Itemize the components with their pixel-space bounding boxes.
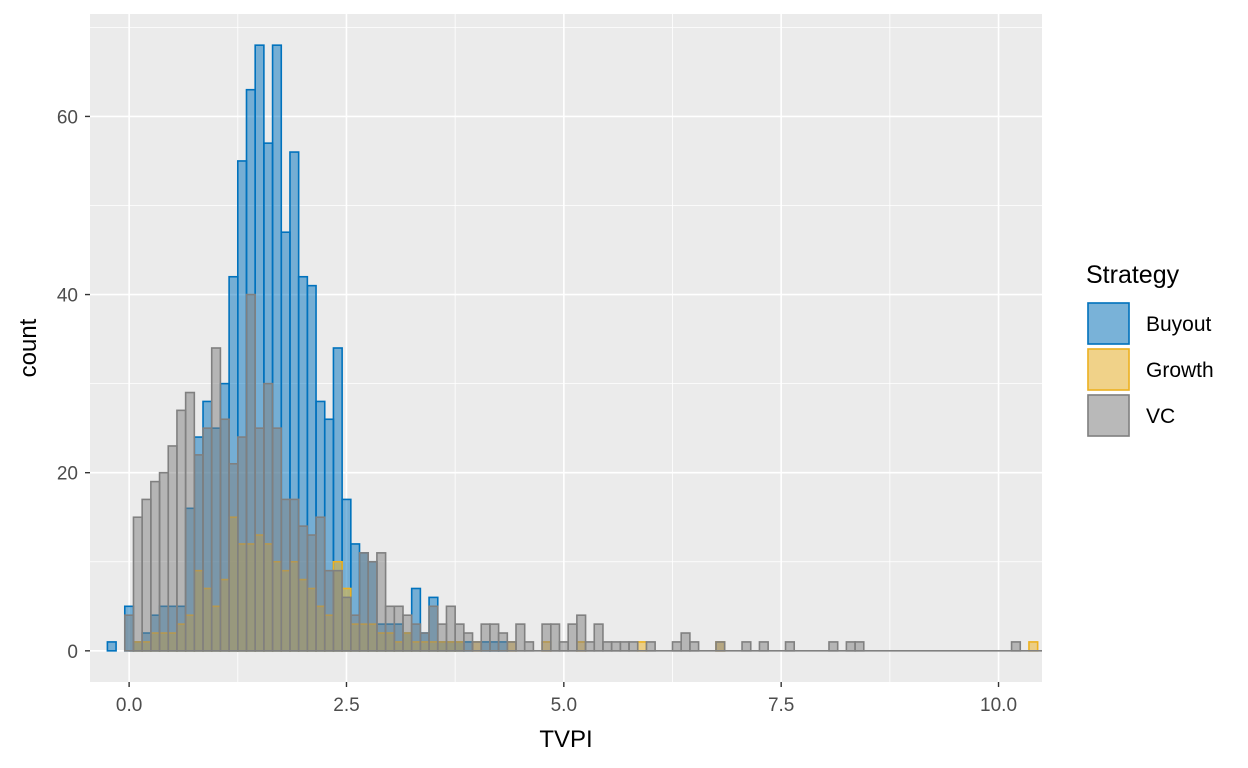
bar-vc: [463, 632, 474, 652]
y-tick-label: 60: [57, 107, 78, 128]
bar-vc: [515, 623, 526, 652]
bar-vc: [489, 623, 500, 652]
bar-vc: [645, 641, 656, 652]
y-tick-label: 40: [57, 286, 78, 307]
bar-vc: [123, 614, 135, 652]
bar-vc: [184, 391, 196, 652]
bar-vc: [350, 614, 361, 652]
bar-vc: [315, 516, 326, 652]
bar-buyout: [106, 641, 117, 652]
bar-growth: [1028, 641, 1039, 652]
bar-vc: [219, 418, 230, 652]
bar-vc: [828, 641, 839, 652]
bar-vc: [410, 623, 422, 652]
bar-vc: [176, 409, 187, 652]
bar-vc: [558, 641, 569, 652]
bar-vc: [306, 534, 317, 652]
bar-vc: [297, 525, 309, 652]
bar-vc: [680, 632, 691, 652]
bar-vc: [323, 569, 335, 652]
bar-vc: [358, 552, 370, 652]
bar-vc: [715, 641, 726, 652]
bar-vc: [236, 436, 248, 652]
bar-vc: [523, 641, 535, 652]
y-axis-title: count: [15, 318, 42, 377]
bar-vc: [419, 632, 430, 652]
bar-vc: [289, 498, 300, 652]
legend-label-growth: Growth: [1146, 359, 1214, 382]
bar-vc: [471, 641, 483, 652]
bar-vc: [228, 462, 239, 652]
bar-vc: [132, 516, 143, 652]
bar-vc: [445, 605, 456, 652]
bar-vc: [263, 382, 274, 652]
bar-vc: [497, 632, 509, 652]
bar-vc: [602, 641, 613, 652]
minor-gridlines: [90, 14, 1042, 682]
bar-vc: [141, 498, 152, 652]
bar-vc: [541, 623, 552, 652]
bar-vc: [576, 614, 587, 652]
bar-vc: [384, 605, 396, 652]
x-tick-label: 10.0: [980, 695, 1017, 716]
bar-vc: [784, 641, 796, 652]
y-tick-label: 0: [67, 642, 78, 663]
legend-label-vc: VC: [1146, 405, 1175, 428]
legend-label-buyout: Buyout: [1146, 313, 1212, 336]
bar-vc: [584, 641, 596, 652]
x-tick-label: 7.5: [768, 695, 794, 716]
bar-vc: [193, 454, 204, 652]
x-tick-label: 5.0: [551, 695, 577, 716]
y-tick-label: 20: [57, 464, 78, 485]
bar-vc: [271, 427, 283, 652]
bar-vc: [393, 605, 404, 652]
bar-vc: [480, 623, 491, 652]
x-axis-title: TVPI: [539, 726, 592, 753]
bar-vc: [1010, 641, 1022, 652]
bar-vc: [202, 427, 213, 652]
bar-vc: [741, 641, 752, 652]
bar-vc: [436, 623, 448, 652]
bar-vc: [671, 641, 682, 652]
legend-key-growth: [1087, 348, 1130, 391]
bar-vc: [628, 641, 639, 652]
bar-vc: [254, 427, 265, 652]
bar-vc: [845, 641, 856, 652]
bar-vc: [280, 498, 291, 652]
bar-vc: [854, 641, 865, 652]
bar-vc: [619, 641, 630, 652]
bar-vc: [549, 623, 561, 652]
bar-vc: [245, 293, 256, 652]
bar-vc: [689, 641, 700, 652]
bar-vc: [210, 347, 222, 652]
bar-vc: [593, 623, 604, 652]
x-tick-label: 2.5: [333, 695, 359, 716]
bar-vc: [610, 641, 622, 652]
bar-vc: [376, 552, 387, 652]
legend-key-buyout: [1087, 302, 1130, 345]
bar-vc: [567, 623, 578, 652]
x-tick-label: 0.0: [116, 695, 142, 716]
bar-vc: [150, 480, 161, 652]
bar-vc: [428, 605, 439, 652]
bar-growth: [636, 641, 648, 652]
legend: Strategy Buyout Growth VC: [1086, 261, 1214, 437]
legend-key-vc: [1087, 394, 1130, 437]
bar-vc: [341, 596, 352, 652]
bar-vc: [367, 560, 378, 652]
bar-vc: [454, 623, 465, 652]
bar-vc: [506, 641, 517, 652]
bar-vc: [402, 614, 413, 652]
bar-vc: [167, 445, 178, 652]
x-axis: 0.0 2.5 5.0 7.5 10.0: [116, 682, 1017, 716]
y-axis: 0 20 40 60: [57, 107, 90, 663]
bar-vc: [758, 641, 769, 652]
bar-vc: [158, 471, 170, 652]
legend-title: Strategy: [1086, 261, 1180, 289]
bar-vc: [332, 569, 343, 652]
